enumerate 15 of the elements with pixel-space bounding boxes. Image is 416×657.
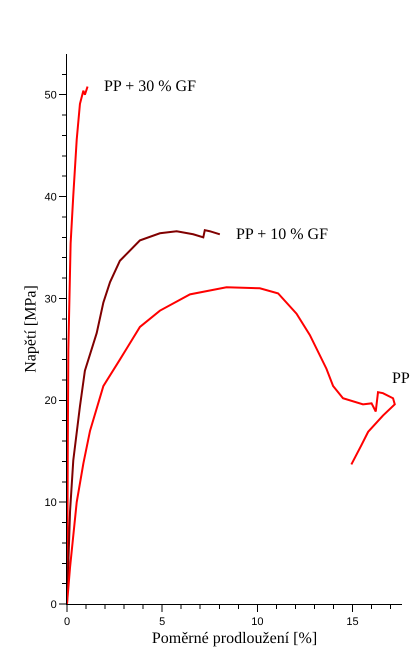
y-tick-label: 30 [44, 293, 57, 306]
y-tick-label: 40 [44, 191, 57, 204]
x-tick-label: 0 [64, 616, 70, 628]
x-axis-title: Poměrné prodloužení [%] [152, 630, 318, 647]
series-label: PP + 10 % GF [236, 226, 328, 243]
x-tick-label: 15 [346, 616, 359, 628]
y-tick-label: 50 [44, 90, 57, 102]
y-tick-label: 10 [44, 497, 57, 509]
x-tick-label: 10 [251, 616, 264, 628]
x-tick-label: 5 [159, 616, 166, 628]
series-label: PP + 30 % GF [104, 78, 196, 95]
y-tick-label: 0 [50, 598, 57, 611]
y-tick-label: 20 [44, 395, 57, 408]
series-label: PP [392, 370, 410, 387]
y-axis-title: Napětí [MPa] [22, 285, 40, 373]
